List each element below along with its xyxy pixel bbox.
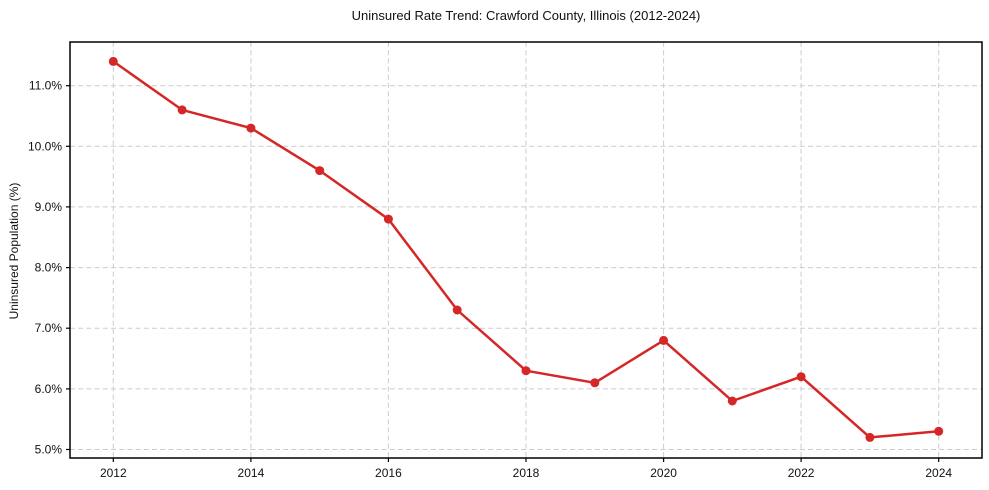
- data-point-marker: [796, 372, 806, 382]
- y-tick-label: 9.0%: [35, 200, 63, 214]
- x-tick-label: 2018: [513, 466, 540, 480]
- data-point-marker: [383, 214, 393, 224]
- data-point-marker: [108, 56, 118, 66]
- x-tick-label: 2012: [100, 466, 127, 480]
- x-tick-label: 2020: [650, 466, 677, 480]
- y-tick-label: 11.0%: [29, 79, 62, 93]
- data-point-marker: [865, 432, 875, 442]
- y-tick-label: 7.0%: [35, 321, 63, 335]
- x-tick-label: 2016: [375, 466, 402, 480]
- data-point-marker: [934, 426, 944, 436]
- data-point-marker: [452, 305, 462, 315]
- x-tick-label: 2024: [925, 466, 952, 480]
- data-point-marker: [590, 378, 600, 388]
- data-point-marker: [315, 166, 325, 176]
- x-tick-label: 2022: [788, 466, 815, 480]
- y-tick-label: 6.0%: [35, 382, 63, 396]
- data-point-marker: [727, 396, 737, 406]
- chart-title: Uninsured Rate Trend: Crawford County, I…: [351, 8, 701, 23]
- data-point-marker: [521, 366, 531, 376]
- data-point-marker: [246, 123, 256, 133]
- y-tick-label: 8.0%: [35, 261, 63, 275]
- data-point-marker: [177, 105, 187, 115]
- y-tick-label: 10.0%: [28, 139, 62, 153]
- x-tick-label: 2014: [238, 466, 265, 480]
- y-tick-label: 5.0%: [35, 443, 63, 457]
- data-point-marker: [659, 335, 669, 345]
